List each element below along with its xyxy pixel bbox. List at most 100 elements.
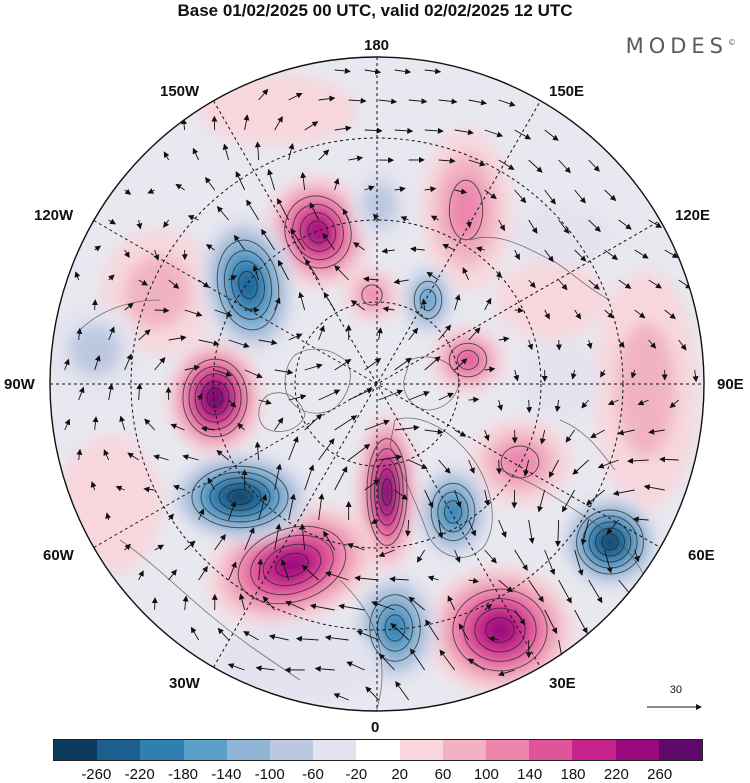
wind-vector-arrow bbox=[288, 143, 295, 161]
wind-vector-arrow bbox=[648, 279, 662, 289]
wind-vector-arrow bbox=[124, 188, 132, 195]
wind-vector-arrow bbox=[348, 97, 367, 104]
contour-line bbox=[419, 288, 437, 312]
wind-vector-arrow bbox=[168, 335, 187, 341]
wind-vector-arrow bbox=[604, 309, 614, 319]
wind-vector-arrow bbox=[468, 577, 480, 584]
wind-vector-arrow bbox=[364, 479, 380, 491]
wind-vector-arrow bbox=[154, 307, 170, 314]
wind-vector-arrow bbox=[170, 423, 185, 431]
negative-anomaly-band bbox=[69, 324, 121, 376]
wind-vector-arrow bbox=[484, 366, 496, 373]
wind-vector-arrow bbox=[334, 415, 358, 431]
wind-vector-arrow bbox=[228, 561, 237, 581]
wind-vector-arrow bbox=[138, 570, 144, 581]
positive-anomaly-band bbox=[274, 552, 310, 578]
colorbar-swatch bbox=[356, 740, 400, 760]
wind-vector-arrow bbox=[318, 149, 330, 161]
negative-anomaly-band bbox=[237, 270, 259, 300]
wind-vector-arrow bbox=[572, 459, 589, 475]
wind-vector-arrow bbox=[154, 356, 166, 371]
wind-vector-arrow bbox=[600, 369, 606, 378]
wind-vector-arrow bbox=[342, 208, 350, 221]
wind-vector-arrow bbox=[192, 147, 200, 161]
wind-vector-arrow bbox=[338, 603, 365, 611]
wind-vector-arrow bbox=[468, 159, 486, 167]
contour-line bbox=[250, 534, 334, 596]
wind-vector-arrow bbox=[353, 242, 365, 251]
wind-vector-arrow bbox=[454, 188, 468, 195]
wind-vector-arrow bbox=[298, 291, 306, 311]
wind-vector-arrow bbox=[588, 579, 603, 604]
contour-line bbox=[381, 478, 393, 506]
graticule bbox=[50, 57, 704, 711]
wind-vector-arrow bbox=[301, 564, 319, 581]
wind-vector-arrow bbox=[138, 329, 151, 341]
wind-vector-arrow bbox=[442, 243, 455, 251]
wind-vector-arrow bbox=[318, 389, 341, 401]
contour-line bbox=[200, 471, 280, 523]
brand-logo: MODES© bbox=[626, 34, 736, 58]
wind-vector-arrow bbox=[565, 429, 576, 443]
lon-label-120w: 120W bbox=[34, 207, 74, 224]
wind-vector-arrow bbox=[258, 339, 278, 346]
wind-vector-arrow bbox=[484, 549, 497, 564]
colorbar-swatch bbox=[313, 740, 357, 760]
wind-vector-arrow bbox=[334, 359, 352, 371]
wind-vector-arrow bbox=[163, 151, 170, 161]
wind-vector-arrow bbox=[468, 459, 475, 474]
positive-anomaly-band bbox=[198, 74, 358, 146]
contour-line bbox=[238, 270, 258, 300]
wind-vector-arrow bbox=[78, 386, 85, 401]
wind-vector-arrow bbox=[410, 648, 426, 671]
wind-vector-arrow bbox=[394, 68, 412, 75]
wind-vector-arrow bbox=[173, 484, 185, 491]
wind-vector-arrow bbox=[597, 459, 619, 469]
wind-vector-arrow bbox=[467, 658, 485, 671]
wind-vector-arrow bbox=[277, 259, 290, 281]
wind-vector-arrow bbox=[163, 219, 170, 228]
wind-vector-arrow bbox=[318, 493, 325, 521]
wind-vector-arrow bbox=[74, 271, 81, 281]
wind-vector-arrow bbox=[394, 127, 414, 134]
contour-line bbox=[443, 500, 463, 524]
wind-vector-arrow bbox=[318, 438, 335, 461]
negative-anomaly-band bbox=[510, 205, 610, 265]
wind-vector-arrow bbox=[63, 358, 70, 371]
wind-vector-arrow bbox=[207, 477, 216, 491]
negative-anomaly-band bbox=[384, 613, 406, 643]
contour-line bbox=[430, 482, 476, 542]
wind-vector-arrow bbox=[669, 399, 679, 409]
wind-vector-arrow bbox=[612, 489, 635, 496]
wind-vector-arrow bbox=[416, 549, 426, 563]
wind-vector-arrow bbox=[548, 459, 560, 478]
lon-label-30e: 30E bbox=[549, 675, 576, 692]
wind-vector-arrow bbox=[484, 189, 497, 200]
wind-vector-arrow bbox=[371, 600, 395, 611]
contour-line bbox=[485, 617, 515, 643]
wind-vector-arrow bbox=[389, 576, 409, 583]
wind-vector-arrow bbox=[205, 176, 216, 191]
wind-vector-arrow bbox=[182, 454, 199, 461]
wind-vector-arrow bbox=[243, 631, 259, 641]
wind-vector-arrow bbox=[498, 579, 514, 593]
wind-vector-arrow bbox=[637, 399, 649, 406]
wind-vector-arrow bbox=[64, 418, 71, 431]
wind-vector-arrow bbox=[222, 143, 230, 161]
wind-vector-arrow bbox=[378, 389, 404, 401]
wind-vector-arrow bbox=[585, 489, 605, 506]
wind-vector-arrow bbox=[618, 219, 632, 230]
wind-vector-arrow bbox=[659, 456, 679, 463]
wind-vector-arrow bbox=[606, 519, 620, 535]
contour-line bbox=[307, 220, 329, 244]
wind-vector-arrow bbox=[633, 549, 640, 563]
wind-vector-arrow bbox=[497, 399, 503, 412]
colorbar-swatch bbox=[572, 740, 616, 760]
wind-vector-arrow bbox=[454, 129, 474, 136]
wind-vector-arrow bbox=[288, 493, 296, 521]
wind-vector-arrow bbox=[196, 392, 203, 401]
colorbar-ticks: -260 -220 -180 -140 -100 -60 -20 20 60 100 140 180 2… bbox=[53, 766, 703, 783]
wind-vector-arrow bbox=[167, 513, 174, 521]
wind-vector-arrow bbox=[214, 369, 233, 377]
